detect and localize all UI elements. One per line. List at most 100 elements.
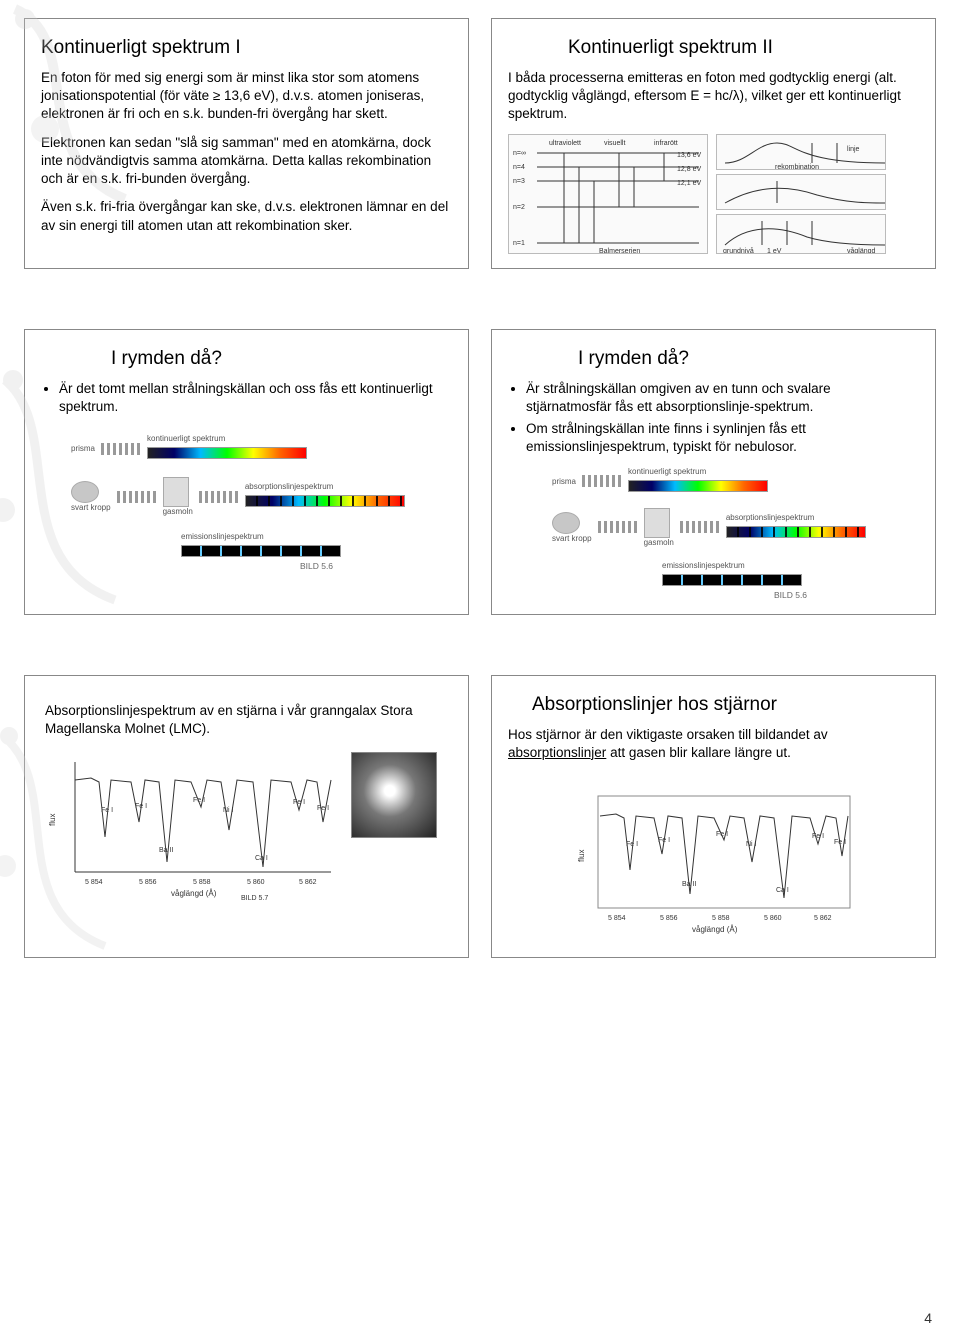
linje-label: linje xyxy=(847,146,860,153)
cont-label: kontinuerligt spektrum xyxy=(628,467,768,476)
ylabel: flux xyxy=(48,814,57,826)
lvl-2: n=2 xyxy=(513,204,525,211)
grund-label: grundnivå xyxy=(723,247,754,254)
rekombination-curve: rekombination linje xyxy=(716,134,886,170)
wavelength-label: våglängd xyxy=(847,247,876,254)
chart-cap: BILD 5.7 xyxy=(241,895,268,902)
p6-u: absorptionslinjer xyxy=(508,745,606,760)
energy-level-diagram: ultraviolett visuellt infrarött n=∞ n=4 … xyxy=(508,134,708,254)
cont-label: kontinuerligt spektrum xyxy=(147,434,307,443)
gas-label: gasmoln xyxy=(644,538,674,547)
panel-kontinuerligt-1: Kontinuerligt spektrum I En foton för me… xyxy=(24,18,469,269)
wave-icon xyxy=(680,521,720,533)
blackbody-icon xyxy=(552,512,580,534)
xt3: 5 860 xyxy=(764,915,782,922)
panel2-title: Kontinuerligt spektrum II xyxy=(568,37,919,59)
spectrum-curves: rekombination linje grundnivå 1 eV våglä… xyxy=(716,134,886,254)
lbl-ba: Ba II xyxy=(159,847,173,854)
svart-label: svart kropp xyxy=(71,503,111,512)
panel4-list: Är strålningskällan omgiven av en tunn o… xyxy=(508,380,919,457)
p6-post: att gasen blir kallare längre ut. xyxy=(606,745,791,760)
panel3-title: I rymden då? xyxy=(111,348,452,370)
lvl-1: n=1 xyxy=(513,240,525,247)
page-number: 4 xyxy=(924,1310,932,1326)
gascloud-icon xyxy=(644,508,670,538)
fig-caption: BILD 5.6 xyxy=(181,561,452,571)
xlabel: våglängd (Å) xyxy=(692,925,738,934)
panel1-para3: Även s.k. fri-fria övergångar kan ske, d… xyxy=(41,198,452,234)
e-121: 12,1 eV xyxy=(677,180,701,187)
panel1-title: Kontinuerligt spektrum I xyxy=(41,37,452,59)
panel-absorptionslinjer: Absorptionslinjer hos stjärnor Hos stjär… xyxy=(491,675,936,958)
lbl-fe2: Fe I xyxy=(658,837,670,844)
row-2: I rymden då? Är det tomt mellan strålnin… xyxy=(24,329,936,615)
wave-icon xyxy=(199,491,239,503)
xt2: 5 858 xyxy=(712,915,730,922)
xt4: 5 862 xyxy=(299,879,317,886)
abs-label: absorptionslinjespektrum xyxy=(726,513,866,522)
gas-label: gasmoln xyxy=(163,507,193,516)
panel4-figure: prisma kontinuerligt spektrum svart krop… xyxy=(552,467,919,600)
e-128: 12,8 eV xyxy=(677,166,701,173)
lbl-ca: Ca I xyxy=(255,855,268,862)
panel4-title: I rymden då? xyxy=(578,348,919,370)
absorption-spectrum-chart-small: Fe I Fe I Ba II Fe I Ni I Ca I Fe I Fe I… xyxy=(568,788,858,938)
rekomb-label: rekombination xyxy=(775,164,819,170)
wave-icon xyxy=(582,475,622,487)
ev-label: 1 eV xyxy=(767,248,782,254)
panel-rymden-1: I rymden då? Är det tomt mellan strålnin… xyxy=(24,329,469,615)
xt1: 5 856 xyxy=(139,879,157,886)
lbl-fe3: Fe I xyxy=(716,831,728,838)
lbl-fe4: Fe I xyxy=(812,833,824,840)
continuous-spectrum-strip xyxy=(147,447,307,459)
abs-label: absorptionslinjespektrum xyxy=(245,482,405,491)
gascloud-icon xyxy=(163,477,189,507)
lbl-fe1: Fe I xyxy=(626,841,638,848)
panel3-bullet1: Är det tomt mellan strålningskällan och … xyxy=(59,380,452,416)
bottom-curve: grundnivå 1 eV våglängd xyxy=(716,214,886,254)
panel5-content: Fe I Fe I Ba II Fe I Ni I Ca I Fe I Fe I… xyxy=(41,752,452,902)
wave-icon xyxy=(101,443,141,455)
lbl-fe1: Fe I xyxy=(101,807,113,814)
panel6-title: Absorptionslinjer hos stjärnor xyxy=(532,694,919,716)
prisma-label: prisma xyxy=(552,477,576,486)
lbl-ni: Ni I xyxy=(223,807,234,814)
panel-kontinuerligt-2: Kontinuerligt spektrum II I båda process… xyxy=(491,18,936,269)
panel-rymden-2: I rymden då? Är strålningskällan omgiven… xyxy=(491,329,936,615)
panel6-para: Hos stjärnor är den viktigaste orsaken t… xyxy=(508,726,919,762)
emit-label: emissionslinjespektrum xyxy=(181,532,452,541)
panel2-para1: I båda processerna emitteras en foton me… xyxy=(508,69,919,124)
panel5-para: Absorptionslinjespektrum av en stjärna i… xyxy=(45,702,452,738)
lbl-fe5: Fe I xyxy=(834,839,846,846)
prisma-label: prisma xyxy=(71,444,95,453)
lbl-fe4: Fe I xyxy=(293,799,305,806)
lbl-ni: Ni I xyxy=(746,841,757,848)
absorption-spectrum-chart: Fe I Fe I Ba II Fe I Ni I Ca I Fe I Fe I… xyxy=(41,752,341,902)
star-image xyxy=(351,752,437,838)
emission-spectrum-strip xyxy=(181,545,341,557)
blackbody-icon xyxy=(71,481,99,503)
lbl-ba: Ba II xyxy=(682,881,696,888)
page: Kontinuerligt spektrum I En foton för me… xyxy=(0,0,960,1008)
lbl-fe5: Fe I xyxy=(317,805,329,812)
xt3: 5 860 xyxy=(247,879,265,886)
xt0: 5 854 xyxy=(85,879,103,886)
xt0: 5 854 xyxy=(608,915,626,922)
xt1: 5 856 xyxy=(660,915,678,922)
lvl-3: n=3 xyxy=(513,178,525,185)
continuous-spectrum-strip xyxy=(628,480,768,492)
lbl-fe3: Fe I xyxy=(193,797,205,804)
svart-label: svart kropp xyxy=(552,534,592,543)
panel3-list: Är det tomt mellan strålningskällan och … xyxy=(41,380,452,416)
balmer-label: Balmerserien xyxy=(599,248,640,254)
row-1: Kontinuerligt spektrum I En foton för me… xyxy=(24,18,936,269)
panel2-figure: ultraviolett visuellt infrarött n=∞ n=4 … xyxy=(508,134,919,254)
panel-lmc-spectrum: Absorptionslinjespektrum av en stjärna i… xyxy=(24,675,469,958)
wave-icon xyxy=(598,521,638,533)
lbl-ca: Ca I xyxy=(776,887,789,894)
p6-pre: Hos stjärnor är den viktigaste orsaken t… xyxy=(508,727,828,742)
xt4: 5 862 xyxy=(814,915,832,922)
panel4-bullet1: Är strålningskällan omgiven av en tunn o… xyxy=(526,380,919,416)
emission-spectrum-strip xyxy=(662,574,802,586)
fig-caption: BILD 5.6 xyxy=(662,590,919,600)
